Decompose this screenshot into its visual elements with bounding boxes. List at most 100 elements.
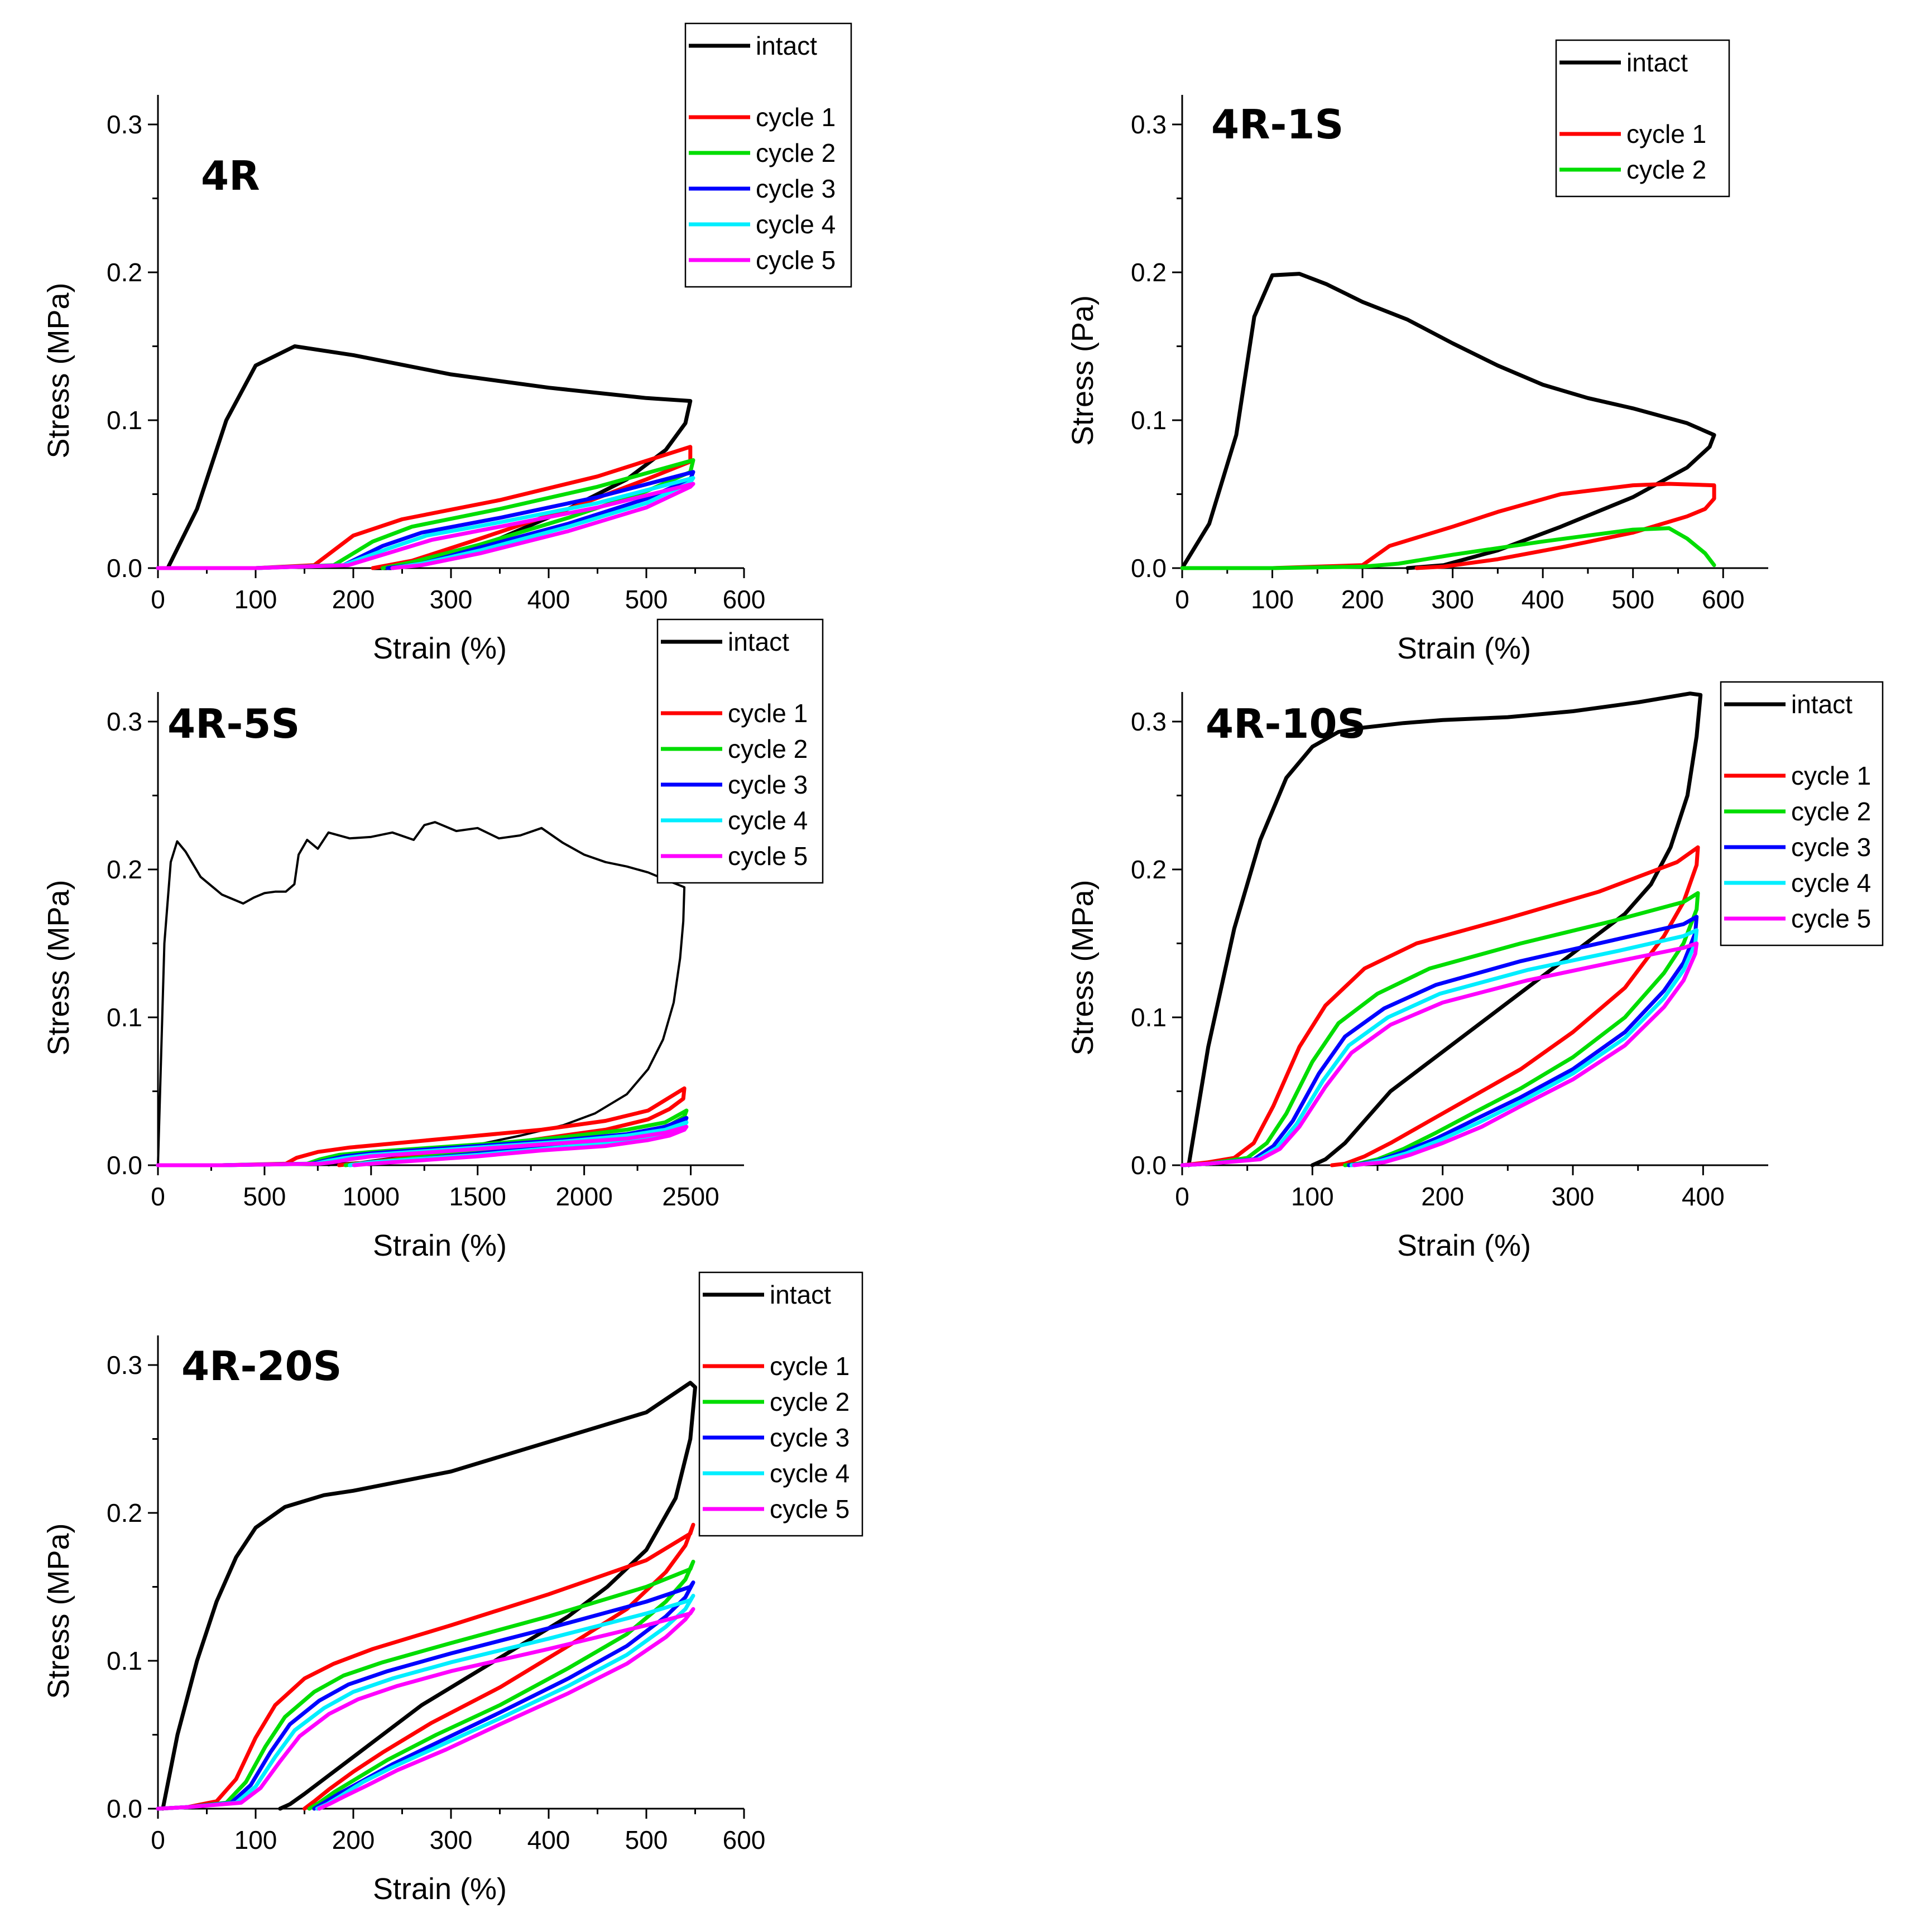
x-tick-label: 100	[1291, 1182, 1334, 1211]
x-axis-label: Strain (%)	[373, 1872, 507, 1906]
legend-label: cycle 3	[1791, 833, 1871, 862]
series-line-cycle-2	[156, 1559, 695, 1811]
y-axis-label: Stress (MPa)	[42, 1523, 75, 1699]
x-tick-label: 2000	[555, 1182, 612, 1211]
legend-label: cycle 4	[770, 1459, 850, 1488]
legend-label: cycle 2	[756, 138, 836, 167]
legend-label: cycle 2	[1791, 797, 1871, 826]
y-axis-label: Stress (MPa)	[42, 282, 75, 458]
y-tick-label: 0.3	[107, 707, 142, 736]
panel-title: 4R-20S	[181, 1343, 342, 1390]
series-line-cycle-4	[156, 1593, 695, 1811]
legend-label: cycle 4	[756, 210, 836, 239]
legend-label: cycle 4	[1791, 868, 1871, 897]
x-tick-label: 600	[723, 1825, 766, 1854]
legend-box	[656, 618, 824, 884]
x-tick-label: 300	[430, 585, 473, 614]
legend-label: intact	[728, 627, 789, 656]
chart-panel-p1: 0 100 200 300 400 500 600 0.0 0.1 0.2 0.3 Strain (%…	[42, 22, 852, 665]
y-axis-label: Stress (MPa)	[42, 880, 75, 1055]
chart-panel-p4: 0 100 200 300 400 0.0 0.1 0.2 0.3 Strain (%) Stres…	[1066, 681, 1884, 1262]
series-line-cycle-3	[156, 1580, 695, 1811]
y-tick-label: 0.2	[107, 258, 142, 287]
panel-title: 4R-5S	[167, 700, 300, 747]
legend-label: intact	[1626, 48, 1688, 77]
y-tick-label: 0.1	[1131, 406, 1167, 435]
series-line-cycle-5	[156, 1607, 695, 1811]
series-line-cycle-1	[1180, 482, 1716, 570]
legend-label: cycle 5	[1791, 904, 1871, 933]
y-tick-label: 0.0	[107, 1151, 142, 1180]
legend: intact cycle 1 cycle 2 cycle 3 cycle 4 cycle …	[684, 22, 852, 288]
legend-label: cycle 5	[728, 842, 808, 871]
series-line-cycle-4	[1180, 928, 1699, 1167]
legend-label: cycle 3	[756, 174, 836, 203]
y-tick-label: 0.3	[1131, 707, 1167, 736]
legend-label: cycle 5	[756, 246, 836, 275]
x-tick-label: 400	[527, 1825, 570, 1854]
series-line-cycle-2	[1180, 526, 1716, 570]
series-line-intact	[157, 821, 686, 1166]
x-tick-label: 2500	[662, 1182, 719, 1211]
x-tick-label: 0	[1175, 585, 1189, 614]
series-line-intact	[161, 1381, 697, 1811]
x-tick-label: 200	[1421, 1182, 1464, 1211]
series-line-intact	[1187, 691, 1703, 1167]
legend-label: cycle 1	[1791, 761, 1871, 790]
x-axis-label: Strain (%)	[1397, 1229, 1531, 1262]
y-tick-label: 0.0	[1131, 1151, 1167, 1180]
legend-label: intact	[756, 31, 817, 60]
chart-panel-p3: 0 500 1000 1500 2000 2500 0.0 0.1 0.2 0.3 Strain (…	[42, 618, 824, 1262]
legend: intact cycle 1 cycle 2 cycle 3 cycle 4 cycle …	[1720, 681, 1884, 946]
legend-label: cycle 1	[770, 1352, 850, 1381]
legend-box	[1720, 681, 1884, 946]
series-line-cycle-5	[1180, 941, 1699, 1167]
legend: intact cycle 1 cycle 2	[1555, 39, 1730, 198]
y-tick-label: 0.0	[107, 1794, 142, 1823]
series-line-cycle-5	[156, 482, 695, 570]
legend: intact cycle 1 cycle 2 cycle 3 cycle 4 cycle …	[656, 618, 824, 884]
x-tick-label: 0	[1175, 1182, 1189, 1211]
y-tick-label: 0.2	[1131, 258, 1167, 287]
series-line-cycle-3	[1180, 915, 1699, 1167]
chart-panel-p2: 0 100 200 300 400 500 600 0.0 0.1 0.2 0.3 Strain (%…	[1066, 39, 1768, 665]
legend-label: cycle 2	[728, 734, 808, 763]
y-tick-label: 0.3	[107, 1351, 142, 1380]
y-tick-label: 0.2	[107, 1498, 142, 1527]
x-tick-label: 400	[1522, 585, 1565, 614]
y-tick-label: 0.1	[107, 1003, 142, 1032]
y-tick-label: 0.0	[107, 554, 142, 583]
series-line-intact	[1180, 272, 1716, 570]
y-axis-label: Stress (Pa)	[1066, 295, 1100, 446]
chart-panel-p5: 0 100 200 300 400 500 600 0.0 0.1 0.2 0.3 Strain (%…	[42, 1271, 863, 1906]
x-tick-label: 500	[243, 1182, 286, 1211]
x-axis-label: Strain (%)	[373, 632, 507, 665]
x-tick-label: 100	[234, 585, 277, 614]
x-axis-label: Strain (%)	[373, 1229, 507, 1262]
x-tick-label: 200	[332, 585, 375, 614]
x-tick-label: 200	[1341, 585, 1384, 614]
x-tick-label: 400	[1682, 1182, 1725, 1211]
legend-label: cycle 4	[728, 806, 808, 835]
x-axis-label: Strain (%)	[1397, 632, 1531, 665]
x-tick-label: 1000	[343, 1182, 400, 1211]
x-tick-label: 200	[332, 1825, 375, 1854]
y-tick-label: 0.3	[107, 110, 142, 139]
y-tick-label: 0.2	[1131, 855, 1167, 884]
x-tick-label: 100	[234, 1825, 277, 1854]
legend-label: cycle 3	[770, 1423, 850, 1452]
legend-label: cycle 1	[728, 699, 808, 728]
legend: intact cycle 1 cycle 2 cycle 3 cycle 4 cycle …	[698, 1271, 863, 1537]
panel-title: 4R-10S	[1206, 700, 1366, 747]
series-line-cycle-2	[156, 458, 695, 570]
series-line-cycle-1	[156, 1522, 695, 1811]
legend-box	[698, 1271, 863, 1537]
legend-label: cycle 2	[1626, 155, 1706, 184]
x-tick-label: 600	[723, 585, 766, 614]
x-tick-label: 300	[1552, 1182, 1595, 1211]
y-tick-label: 0.1	[107, 406, 142, 435]
x-tick-label: 300	[1431, 585, 1474, 614]
series-line-cycle-2	[1180, 891, 1700, 1167]
